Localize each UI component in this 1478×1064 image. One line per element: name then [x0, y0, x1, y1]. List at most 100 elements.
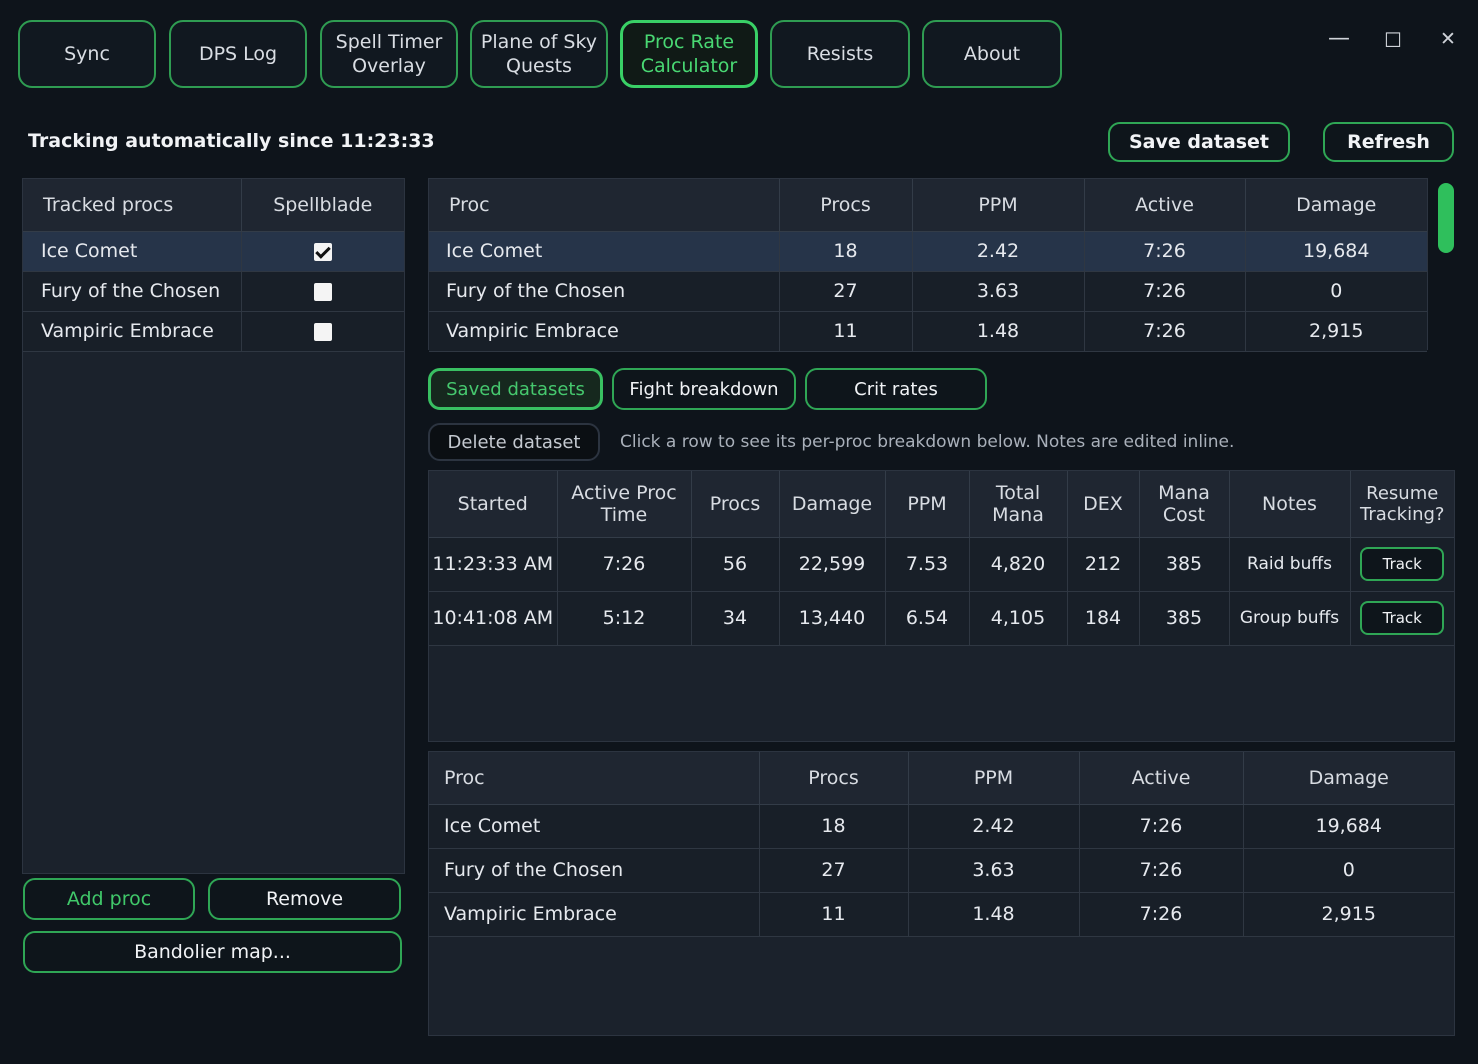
active-header: Active	[1084, 179, 1246, 232]
live-proc-table: Proc Procs PPM Active Damage Ice Comet 1…	[429, 179, 1427, 352]
tracking-status: Tracking automatically since 11:23:33	[28, 130, 435, 152]
procs-header: Procs	[759, 752, 909, 805]
table-row[interactable]: Fury of the Chosen 27 3.63 7:26 0	[429, 848, 1454, 893]
scrollbar-thumb[interactable]	[1438, 183, 1454, 253]
table-row[interactable]: 10:41:08 AM 5:12 34 13,440 6.54 4,105 18…	[429, 591, 1454, 646]
procs-header: Procs	[691, 471, 780, 538]
breakdown-table: Proc Procs PPM Active Damage Ice Comet 1…	[429, 752, 1454, 937]
proc-cell: Vampiric Embrace	[429, 892, 760, 937]
add-proc-button[interactable]: Add proc	[23, 878, 195, 920]
ppm-header: PPM	[885, 471, 970, 538]
notes-input[interactable]: Group buffs	[1229, 591, 1351, 646]
proc-cell: Ice Comet	[429, 231, 780, 272]
procs-cell: 11	[779, 311, 913, 352]
active-cell: 7:26	[1079, 892, 1244, 937]
procs-cell: 34	[691, 591, 780, 646]
active-cell: 7:26	[1084, 231, 1246, 272]
total-mana-cell: 4,105	[969, 591, 1068, 646]
ppm-cell: 3.63	[912, 271, 1085, 312]
tab-fight-breakdown[interactable]: Fight breakdown	[612, 368, 796, 410]
damage-header: Damage	[1245, 179, 1427, 232]
saved-datasets-panel: Started Active Proc Time Procs Damage PP…	[428, 470, 1455, 742]
tab-spell-timer-overlay[interactable]: Spell Timer Overlay	[320, 20, 458, 88]
proc-cell: Fury of the Chosen	[429, 271, 780, 312]
tab-sync[interactable]: Sync	[18, 20, 156, 88]
tab-about[interactable]: About	[922, 20, 1062, 88]
procs-header: Procs	[779, 179, 913, 232]
dex-cell: 212	[1067, 537, 1140, 592]
mana-cost-header: Mana Cost	[1139, 471, 1230, 538]
active-time-cell: 7:26	[557, 537, 692, 592]
maximize-icon[interactable]: ☐	[1384, 28, 1402, 52]
tab-proc-rate-calculator[interactable]: Proc Rate Calculator	[620, 20, 758, 88]
ppm-cell: 3.63	[908, 848, 1080, 893]
table-row[interactable]: 11:23:33 AM 7:26 56 22,599 7.53 4,820 21…	[429, 537, 1454, 592]
table-row[interactable]: Ice Comet	[23, 231, 404, 272]
table-row[interactable]: Vampiric Embrace	[23, 311, 404, 352]
tracked-proc-name: Ice Comet	[23, 231, 242, 272]
active-cell: 7:26	[1084, 311, 1246, 352]
minimize-icon[interactable]: —	[1328, 26, 1350, 51]
bandolier-map-button[interactable]: Bandolier map...	[23, 931, 402, 973]
track-button[interactable]: Track	[1360, 547, 1445, 581]
table-row[interactable]: Vampiric Embrace 11 1.48 7:26 2,915	[429, 892, 1454, 937]
procs-cell: 27	[779, 271, 913, 312]
dex-cell: 184	[1067, 591, 1140, 646]
table-row[interactable]: Vampiric Embrace 11 1.48 7:26 2,915	[429, 311, 1427, 352]
live-proc-table-panel: Proc Procs PPM Active Damage Ice Comet 1…	[428, 178, 1428, 352]
damage-cell: 0	[1245, 271, 1427, 312]
remove-button[interactable]: Remove	[208, 878, 401, 920]
started-cell: 11:23:33 AM	[429, 537, 558, 592]
damage-cell: 13,440	[779, 591, 886, 646]
proc-header: Proc	[429, 179, 780, 232]
total-mana-header: Total Mana	[969, 471, 1068, 538]
mana-cost-cell: 385	[1139, 537, 1230, 592]
tab-crit-rates[interactable]: Crit rates	[805, 368, 987, 410]
active-header: Active	[1079, 752, 1244, 805]
tab-dps-log[interactable]: DPS Log	[169, 20, 307, 88]
procs-cell: 56	[691, 537, 780, 592]
proc-cell: Ice Comet	[429, 804, 760, 849]
resume-tracking-header: Resume Tracking?	[1350, 471, 1454, 538]
spellblade-checkbox[interactable]	[313, 282, 332, 301]
ppm-cell: 2.42	[908, 804, 1080, 849]
tracked-proc-name: Fury of the Chosen	[23, 271, 242, 312]
damage-cell: 19,684	[1245, 231, 1427, 272]
active-proc-time-header: Active Proc Time	[557, 471, 692, 538]
tracked-proc-name: Vampiric Embrace	[23, 311, 242, 352]
procs-cell: 27	[759, 848, 909, 893]
spellblade-header: Spellblade	[241, 179, 404, 232]
tracked-procs-table: Tracked procs Spellblade Ice Comet Fury …	[23, 179, 404, 352]
delete-dataset-button[interactable]: Delete dataset	[428, 423, 600, 461]
procs-cell: 11	[759, 892, 909, 937]
spellblade-checkbox[interactable]	[313, 322, 332, 341]
ppm-cell: 1.48	[912, 311, 1085, 352]
saved-datasets-table: Started Active Proc Time Procs Damage PP…	[429, 471, 1454, 646]
notes-header: Notes	[1229, 471, 1351, 538]
close-icon[interactable]: ✕	[1440, 28, 1456, 50]
tab-saved-datasets[interactable]: Saved datasets	[428, 368, 603, 410]
track-button[interactable]: Track	[1360, 601, 1445, 635]
table-row[interactable]: Ice Comet 18 2.42 7:26 19,684	[429, 804, 1454, 849]
spellblade-checkbox[interactable]	[313, 242, 332, 261]
table-row[interactable]: Ice Comet 18 2.42 7:26 19,684	[429, 231, 1427, 272]
notes-input[interactable]: Raid buffs	[1229, 537, 1351, 592]
hint-text: Click a row to see its per-proc breakdow…	[620, 432, 1235, 452]
tab-resists[interactable]: Resists	[770, 20, 910, 88]
started-header: Started	[429, 471, 558, 538]
table-row[interactable]: Fury of the Chosen	[23, 271, 404, 312]
ppm-header: PPM	[912, 179, 1085, 232]
table-row[interactable]: Fury of the Chosen 27 3.63 7:26 0	[429, 271, 1427, 312]
proc-cell: Vampiric Embrace	[429, 311, 780, 352]
ppm-cell: 2.42	[912, 231, 1085, 272]
ppm-cell: 7.53	[885, 537, 970, 592]
save-dataset-button[interactable]: Save dataset	[1108, 122, 1290, 162]
damage-cell: 2,915	[1245, 311, 1427, 352]
ppm-cell: 6.54	[885, 591, 970, 646]
tab-plane-of-sky-quests[interactable]: Plane of Sky Quests	[470, 20, 608, 88]
proc-header: Proc	[429, 752, 760, 805]
mana-cost-cell: 385	[1139, 591, 1230, 646]
procs-cell: 18	[759, 804, 909, 849]
total-mana-cell: 4,820	[969, 537, 1068, 592]
refresh-button[interactable]: Refresh	[1323, 122, 1454, 162]
